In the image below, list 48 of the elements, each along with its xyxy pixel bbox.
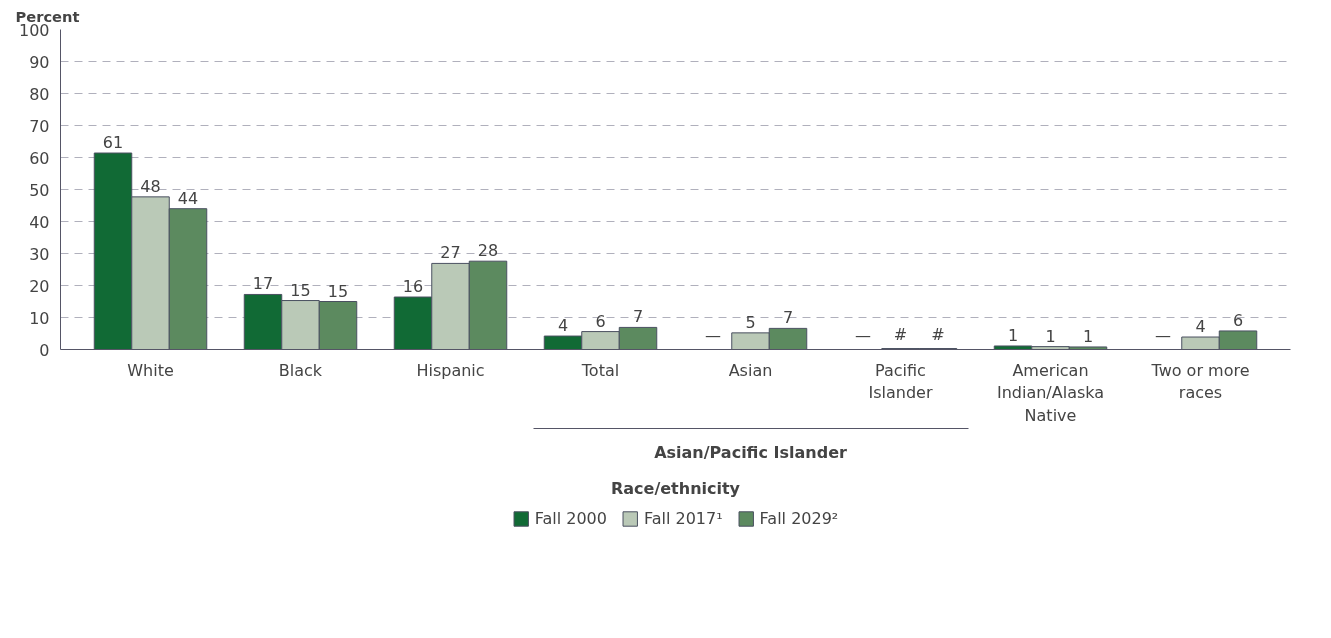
data-label: 5 [745, 312, 756, 332]
x-tick-label: Hispanic [416, 360, 485, 380]
y-tick-label: 10 [29, 308, 50, 328]
data-label: 7 [632, 307, 644, 327]
y-axis-title: Percent [15, 7, 80, 25]
text: — [705, 325, 721, 345]
legend-label: Fall 2029² [759, 508, 839, 528]
text: Asian/Pacific Islander [654, 442, 847, 462]
y-tick-label: 20 [29, 276, 50, 296]
data-label: # [893, 324, 908, 344]
x-tick-label: American Indian/Alaska Native [996, 360, 1105, 426]
data-label: 17 [252, 274, 274, 294]
data-label: 16 [402, 277, 424, 297]
legend-label: Fall 2017¹ [643, 508, 723, 528]
data-label: 4 [1195, 317, 1206, 337]
data-label: 27 [440, 243, 461, 263]
y-tick-label: 80 [29, 84, 50, 104]
y-tick-label: 30 [29, 244, 50, 264]
data-label: 6 [595, 311, 606, 331]
y-tick-label: 90 [29, 52, 50, 72]
data-label: 1 [1007, 325, 1019, 345]
text: — [1155, 325, 1171, 345]
data-label: 15 [327, 281, 349, 301]
legend-label: Fall 2000 [534, 508, 607, 528]
x-tick-label: Total [580, 360, 620, 380]
x-tick-label: Pacific Islander [868, 360, 933, 403]
x-tick-label: Asian [728, 360, 773, 380]
data-label: 15 [290, 280, 311, 300]
data-label: 28 [477, 241, 499, 261]
y-tick-label: 70 [29, 116, 50, 136]
text: — [855, 325, 871, 345]
data-label: 4 [557, 316, 569, 336]
x-tick-label: Two or more races [1150, 360, 1250, 403]
data-label: 1 [1082, 326, 1094, 346]
data-label: 7 [782, 308, 794, 328]
data-label: 61 [102, 133, 124, 153]
y-tick-label: 40 [29, 212, 50, 232]
data-label: 48 [140, 176, 161, 196]
y-tick-label: 0 [39, 340, 50, 360]
data-label: # [931, 324, 945, 344]
y-tick-label: 50 [29, 180, 50, 200]
x-tick-label: Black [278, 360, 323, 380]
x-tick-label: White [127, 360, 174, 380]
data-label: 6 [1232, 310, 1244, 330]
data-label: 44 [177, 188, 199, 208]
y-tick-label: 60 [29, 148, 50, 168]
data-label: 1 [1045, 326, 1056, 346]
x-axis-title: Race/ethnicity [610, 478, 741, 498]
